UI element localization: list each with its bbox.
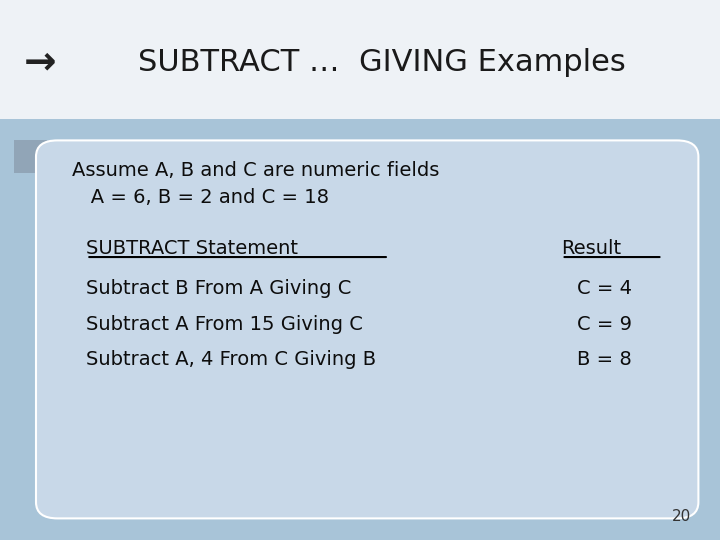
Text: SUBTRACT …  GIVING Examples: SUBTRACT … GIVING Examples [138, 48, 626, 77]
Text: C = 4: C = 4 [577, 279, 632, 299]
Text: SUBTRACT Statement: SUBTRACT Statement [86, 239, 298, 258]
FancyBboxPatch shape [14, 140, 47, 173]
Text: B = 8: B = 8 [577, 349, 632, 369]
FancyBboxPatch shape [0, 119, 720, 540]
Text: Subtract A From 15 Giving C: Subtract A From 15 Giving C [86, 314, 364, 334]
Text: 20: 20 [672, 509, 691, 524]
Text: Subtract B From A Giving C: Subtract B From A Giving C [86, 279, 352, 299]
Circle shape [29, 43, 173, 151]
Text: Subtract A, 4 From C Giving B: Subtract A, 4 From C Giving B [86, 349, 377, 369]
Text: C = 9: C = 9 [577, 314, 632, 334]
Text: A = 6, B = 2 and C = 18: A = 6, B = 2 and C = 18 [72, 187, 329, 207]
FancyBboxPatch shape [36, 140, 698, 518]
Text: Assume A, B and C are numeric fields: Assume A, B and C are numeric fields [72, 160, 439, 180]
Text: →: → [23, 43, 56, 81]
Text: Result: Result [562, 239, 622, 258]
Circle shape [0, 0, 151, 135]
FancyBboxPatch shape [0, 0, 720, 119]
